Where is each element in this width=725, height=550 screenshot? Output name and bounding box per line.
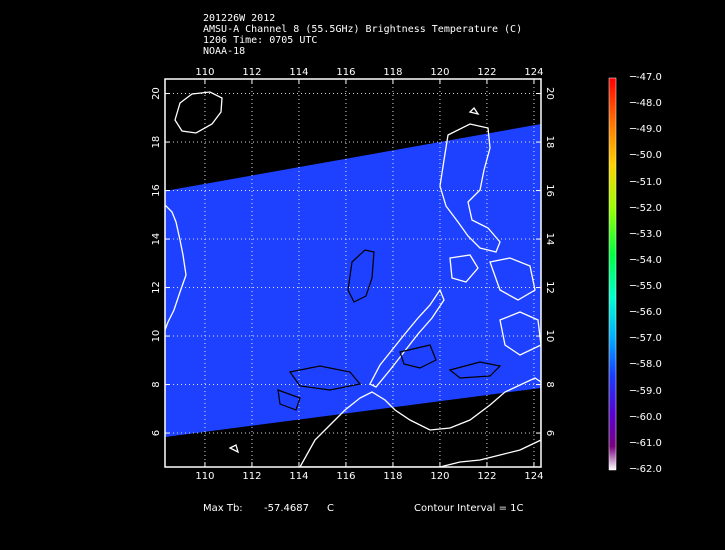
plot-frame (164, 78, 542, 468)
contour-interval: Contour Interval = 1C (414, 503, 524, 514)
lon-label-bottom: 114 (289, 471, 308, 482)
lon-label-top: 124 (524, 67, 543, 78)
contour-south-west (288, 365, 362, 391)
coast-palawan (369, 288, 445, 388)
colorbar-label: ─-51.0 (630, 176, 662, 188)
lon-label-bottom: 118 (383, 471, 402, 482)
colorbar-label: ─-55.0 (630, 281, 662, 293)
lat-label-left: 6 (151, 430, 162, 436)
lat-label-left: 8 (151, 381, 162, 387)
header-date: 201226W 2012 (203, 13, 276, 24)
lon-label-top: 116 (336, 67, 355, 78)
coast-hainan (174, 91, 223, 134)
lat-label-right: 20 (544, 87, 555, 100)
lon-label-top: 120 (430, 67, 449, 78)
colorbar-label: ─-59.0 (630, 385, 662, 397)
lon-label-top: 122 (477, 67, 496, 78)
contours (277, 249, 502, 411)
lon-label-bottom: 110 (195, 471, 214, 482)
lon-label-bottom: 120 (430, 471, 449, 482)
header-product: AMSU-A Channel 8 (55.5GHz) Brightness Te… (203, 24, 523, 35)
max-tb-value: -57.4687 (264, 503, 309, 514)
coast-mindanao (499, 311, 541, 356)
lon-label-top: 112 (242, 67, 261, 78)
swath-texture (165, 124, 541, 437)
lon-label-top: 118 (383, 67, 402, 78)
colorbar-label: ─-60.0 (630, 411, 662, 423)
contour-south-east (448, 361, 502, 379)
coast-islet-2 (228, 444, 240, 454)
coast-mindoro (449, 254, 479, 283)
contour-south-center (399, 344, 437, 369)
colorbar-label: ─-52.0 (630, 202, 662, 214)
colorbar-label: ─-48.0 (630, 98, 662, 110)
colorbar-label: ─-54.0 (630, 254, 662, 266)
colorbar (608, 77, 617, 471)
lon-label-top: 110 (195, 67, 214, 78)
coast-visayas (489, 257, 536, 301)
contour-central (347, 249, 375, 303)
lat-label-right: 8 (544, 381, 555, 387)
lat-label-left: 10 (151, 330, 162, 343)
lon-label-bottom: 116 (336, 471, 355, 482)
lon-label-bottom: 124 (524, 471, 543, 482)
lat-label-right: 12 (544, 281, 555, 294)
satellite-swath (165, 124, 541, 437)
lon-label-top: 114 (289, 67, 308, 78)
coastlines (165, 91, 541, 467)
lat-label-right: 14 (544, 233, 555, 246)
lat-label-right: 10 (544, 330, 555, 343)
lat-label-left: 18 (151, 136, 162, 149)
colorbar-label: ─-61.0 (630, 437, 662, 449)
lon-label-bottom: 112 (242, 471, 261, 482)
lat-label-right: 16 (544, 184, 555, 197)
max-tb-unit: C (327, 503, 334, 514)
coast-borneo (299, 377, 541, 467)
lat-label-left: 16 (151, 184, 162, 197)
colorbar-label: ─-62.0 (630, 464, 662, 475)
lat-label-right: 18 (544, 136, 555, 149)
lat-label-left: 14 (151, 233, 162, 246)
colorbar-label: ─-49.0 (630, 124, 662, 136)
contour-south-far (277, 389, 301, 411)
header-satellite: NOAA-18 (203, 46, 246, 57)
lon-label-bottom: 122 (477, 471, 496, 482)
colorbar-label: ─-56.0 (630, 307, 662, 319)
coast-vietnam (165, 204, 187, 331)
colorbar-label: ─-53.0 (630, 228, 662, 240)
coast-islet-1 (468, 106, 480, 116)
colorbar-label: ─-50.0 (630, 150, 662, 162)
lat-label-right: 6 (544, 430, 555, 436)
lat-label-left: 20 (151, 87, 162, 100)
max-tb-label: Max Tb: (203, 503, 243, 514)
colorbar-label: ─-57.0 (630, 333, 662, 345)
lat-label-left: 12 (151, 281, 162, 294)
colorbar-label: ─-47.0 (630, 72, 662, 83)
coast-luzon (439, 123, 501, 253)
header-time: 1206 Time: 0705 UTC (203, 35, 318, 46)
colorbar-label: ─-58.0 (630, 359, 662, 371)
